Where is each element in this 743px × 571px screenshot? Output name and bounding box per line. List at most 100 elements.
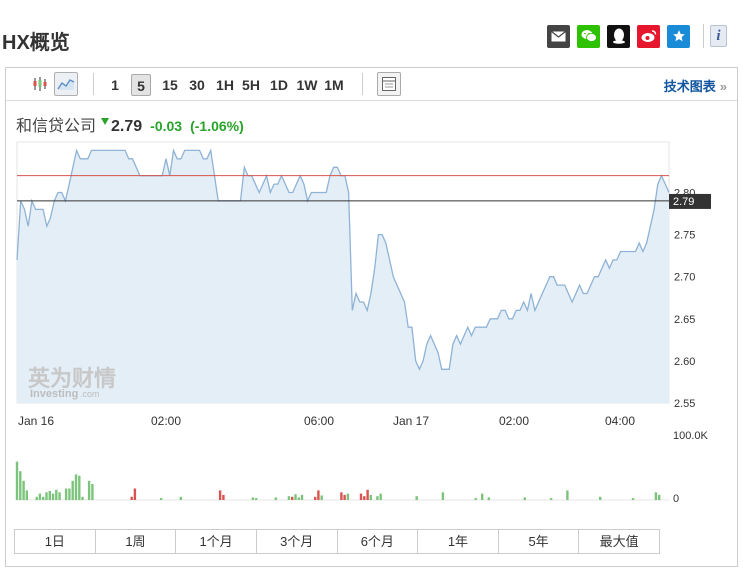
interval-1[interactable]: 1	[111, 77, 119, 93]
volume-tick-label: 100.0K	[673, 430, 709, 442]
volume-bar	[87, 480, 91, 500]
volume-bar	[130, 496, 133, 500]
range-button[interactable]: 1年	[418, 530, 499, 553]
page-title: HX概览	[2, 32, 70, 54]
qq-share-button[interactable]	[607, 24, 630, 48]
interval-1h[interactable]: 1H	[216, 77, 234, 93]
volume-bar	[255, 498, 258, 500]
x-tick-label: Jan 17	[393, 414, 429, 428]
volume-bar	[81, 496, 84, 500]
y-tick-label: 2.55	[674, 398, 695, 410]
volume-bar	[317, 490, 320, 500]
volume-bar	[549, 498, 553, 500]
interval-30[interactable]: 30	[189, 77, 205, 93]
volume-bar	[340, 492, 343, 500]
volume-bar	[78, 475, 81, 500]
weibo-share-button[interactable]	[637, 24, 660, 48]
email-share-button[interactable]	[547, 24, 570, 48]
tech-chart-link[interactable]: 技术图表»	[664, 76, 727, 95]
wechat-icon	[581, 30, 597, 42]
y-tick-label: 2.65	[674, 314, 695, 326]
volume-bar	[320, 495, 323, 500]
volume-bar	[487, 497, 490, 500]
y-tick-label: 2.70	[674, 272, 695, 284]
watermark-logo: .com	[80, 389, 100, 399]
volume-bar	[366, 489, 369, 500]
volume-bar	[51, 493, 55, 500]
volume-bar	[369, 494, 372, 500]
instrument-name: 和信贷公司	[16, 118, 97, 135]
volume-bar	[68, 488, 71, 500]
weibo-icon	[641, 30, 656, 42]
price-area	[17, 150, 669, 403]
toolbar-separator	[93, 73, 94, 95]
candlestick-icon[interactable]	[28, 72, 52, 96]
qq-penguin-icon	[612, 28, 625, 44]
volume-bar	[45, 492, 48, 500]
volume-bar	[48, 491, 51, 500]
volume-bar	[379, 493, 382, 500]
volume-bar	[346, 493, 350, 500]
interval-15[interactable]: 15	[162, 77, 178, 93]
volume-bar	[19, 471, 22, 500]
volume-bar	[74, 474, 78, 500]
quote-header: 和信贷公司 2.79 -0.03 (-1.06%)	[16, 112, 244, 135]
volume-bar	[91, 484, 94, 500]
volume-bar	[300, 494, 304, 500]
chart-toolbar: 1 5 15 30 1H 5H 1D 1W 1M 技术图表»	[6, 68, 737, 101]
double-chevron-right-icon: »	[719, 79, 727, 94]
volume-bar	[35, 496, 38, 500]
favorite-share-button[interactable]	[667, 24, 690, 48]
range-button[interactable]: 1个月	[176, 530, 257, 553]
down-triangle-icon	[101, 118, 110, 125]
volume-bar	[294, 494, 297, 500]
interval-1d[interactable]: 1D	[270, 77, 288, 93]
area-chart-icon[interactable]	[54, 72, 78, 96]
volume-bar	[55, 489, 58, 500]
volume-bar	[481, 493, 484, 500]
range-button[interactable]: 5年	[499, 530, 580, 553]
price-change: -0.03	[150, 118, 183, 134]
interval-5[interactable]: 5	[131, 74, 151, 96]
volume-tick-label: 0	[673, 493, 679, 505]
range-button[interactable]: 1日	[15, 530, 96, 553]
envelope-icon	[551, 30, 566, 41]
interval-1w[interactable]: 1W	[296, 77, 318, 93]
volume-bar	[343, 494, 346, 500]
volume-bar	[376, 496, 379, 500]
volume-bar	[314, 496, 317, 500]
volume-bar	[297, 497, 300, 500]
range-button[interactable]: 6个月	[338, 530, 419, 553]
chart-widget: 1 5 15 30 1H 5H 1D 1W 1M 技术图表» 和信贷公司 2.7…	[5, 67, 738, 567]
volume-bar	[274, 497, 277, 500]
price-change-percent: (-1.06%)	[190, 118, 244, 134]
share-bar: i	[547, 24, 727, 48]
last-price: 2.79	[111, 118, 143, 135]
wechat-share-button[interactable]	[577, 24, 600, 48]
panel-layout-icon[interactable]	[377, 72, 401, 96]
x-tick-label: 04:00	[605, 414, 635, 428]
last-price-tag-label: 2.79	[673, 196, 694, 208]
volume-bar	[222, 494, 225, 500]
volume-bar	[363, 496, 366, 500]
x-tick-label: 06:00	[304, 414, 334, 428]
star-icon	[672, 30, 685, 42]
volume-bar	[58, 492, 61, 500]
volume-bar	[599, 496, 602, 500]
interval-5h[interactable]: 5H	[242, 77, 260, 93]
y-tick-label: 2.75	[674, 230, 695, 242]
volume-bar	[415, 496, 418, 500]
last-price-tag	[669, 193, 711, 209]
range-button[interactable]: 1周	[96, 530, 177, 553]
volume-bar	[15, 461, 19, 500]
toolbar-separator	[362, 73, 363, 95]
range-button[interactable]: 最大值	[599, 534, 639, 549]
volume-bar	[441, 492, 445, 500]
volume-bar	[291, 496, 294, 500]
volume-bar	[160, 498, 163, 500]
interval-1m[interactable]: 1M	[324, 77, 344, 93]
info-button[interactable]: i	[703, 24, 727, 48]
range-button[interactable]: 3个月	[257, 530, 338, 553]
x-tick-label: 02:00	[499, 414, 529, 428]
